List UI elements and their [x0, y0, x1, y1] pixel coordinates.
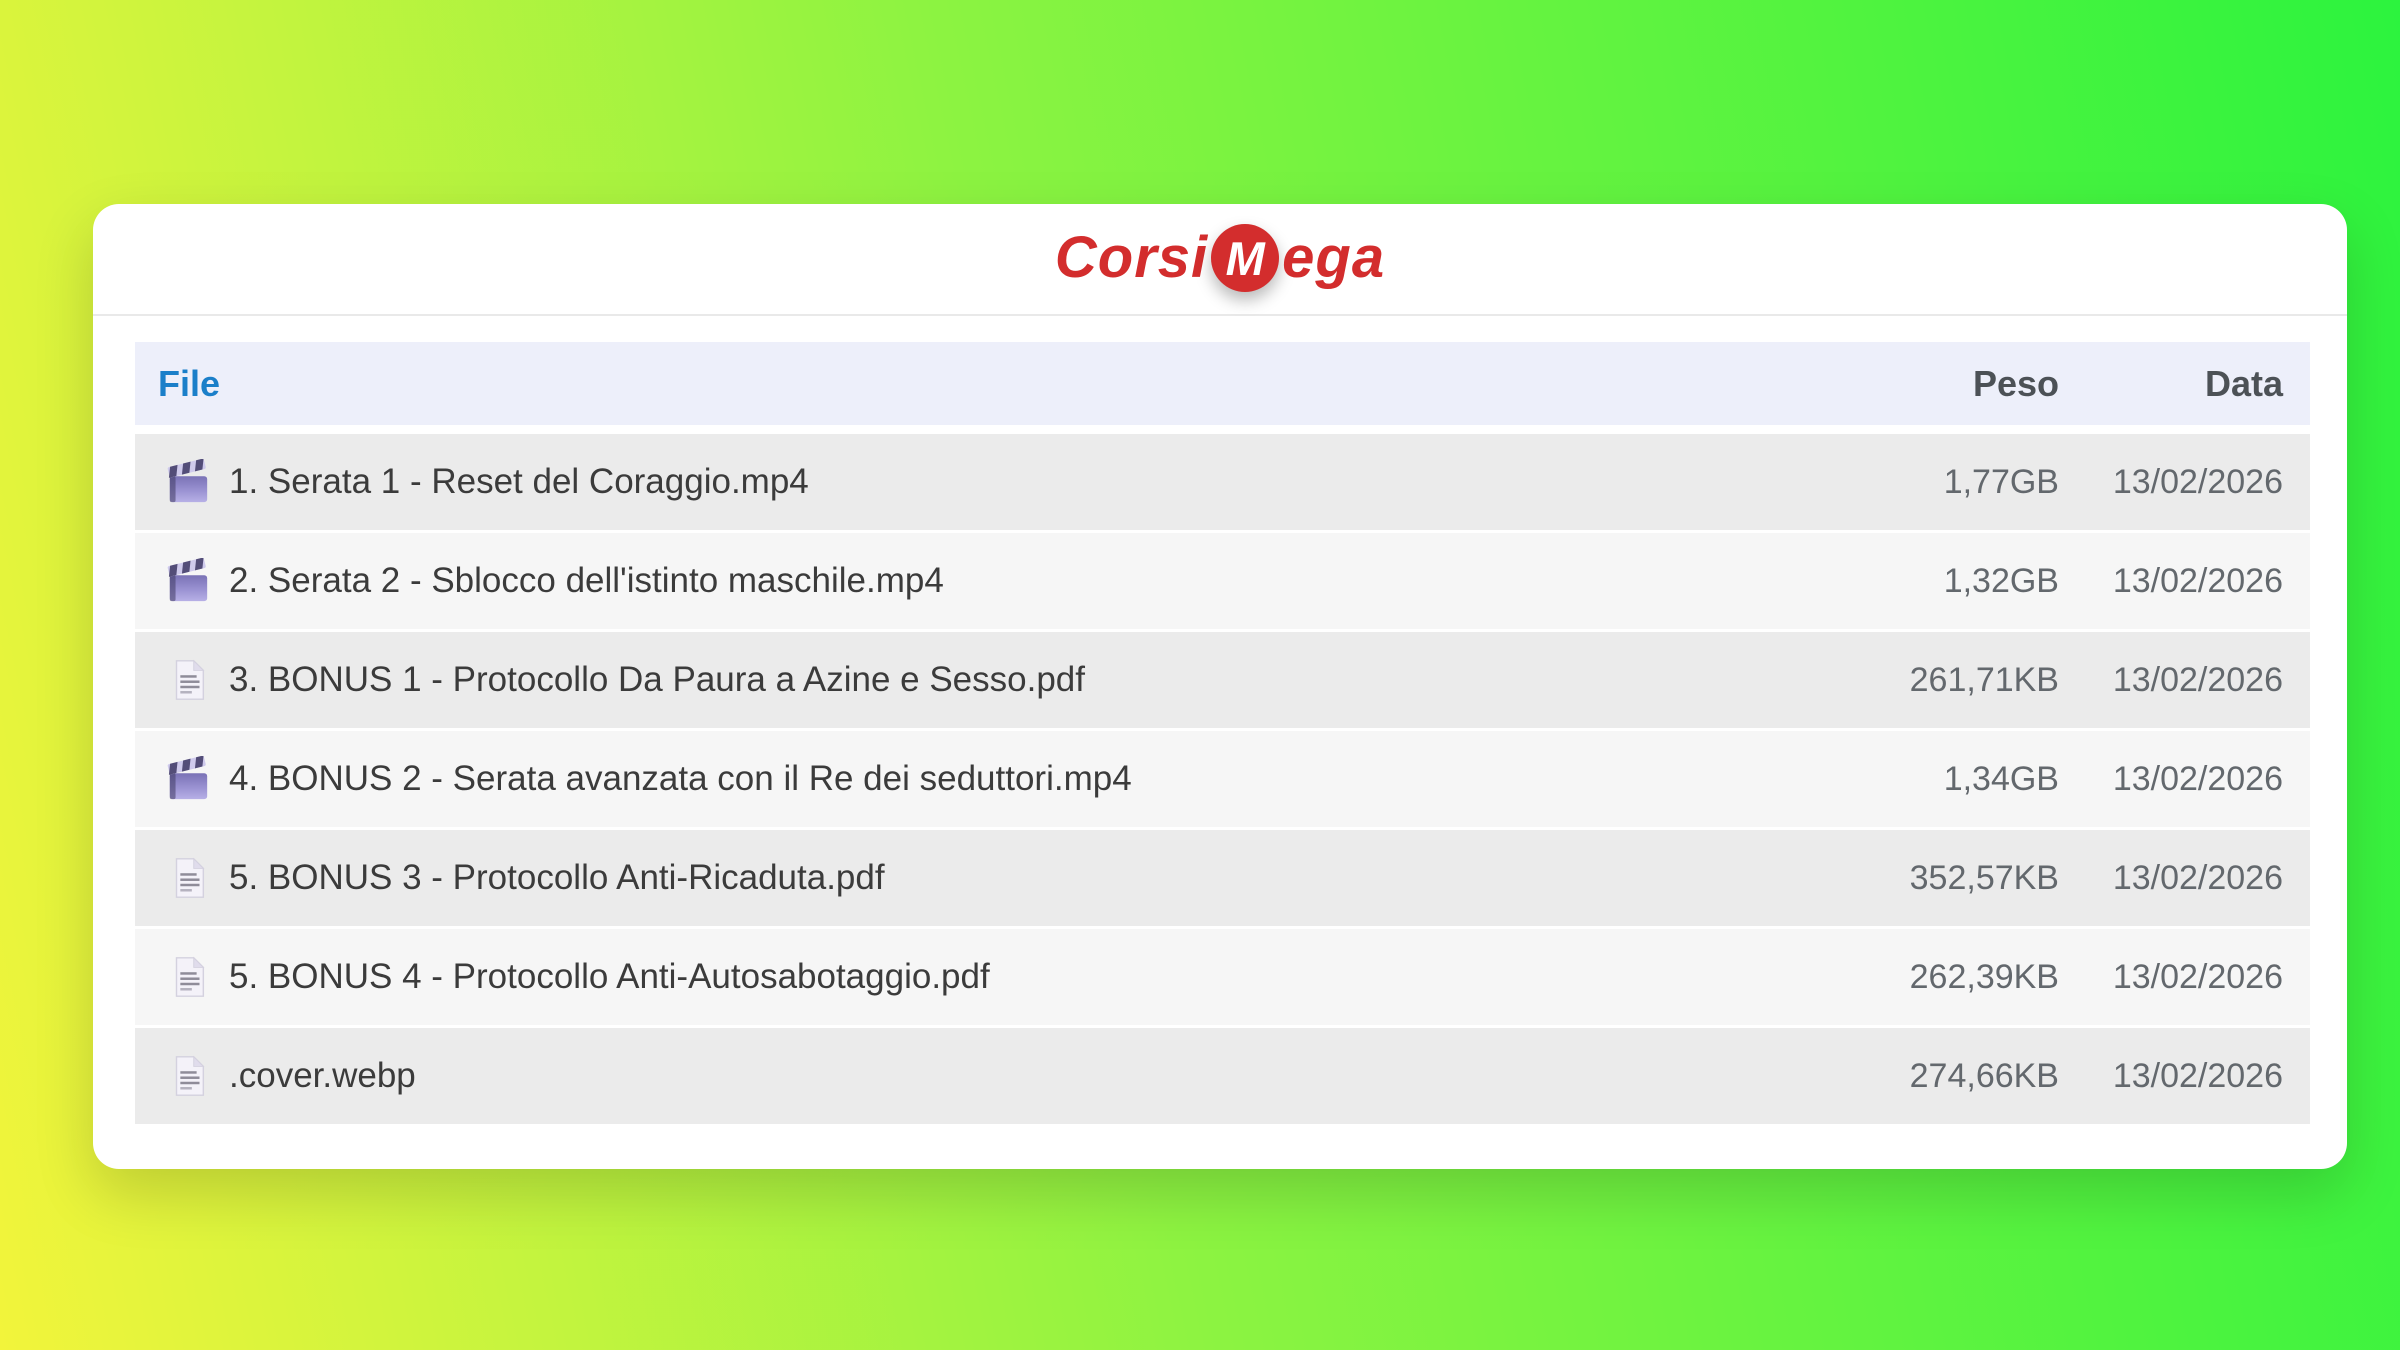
file-name: 1. Serata 1 - Reset del Coraggio.mp4	[229, 462, 809, 501]
file-name: 5. BONUS 3 - Protocollo Anti-Ricaduta.pd…	[229, 858, 885, 897]
document-icon	[175, 1055, 205, 1096]
file-size: 1,32GB	[1943, 561, 2059, 600]
file-name-cell: 4. BONUS 2 - Serata avanzata con il Re d…	[165, 756, 1789, 802]
column-header-size[interactable]: Peso	[1972, 362, 2059, 404]
table-header-row: File Peso Data	[135, 342, 2310, 425]
file-name: .cover.webp	[229, 1056, 416, 1095]
file-name-cell: .cover.webp	[165, 1053, 1789, 1099]
logo-text-right: ega	[1282, 225, 1386, 290]
file-table: File Peso Data	[135, 342, 2310, 1124]
site-logo[interactable]: Corsi M ega	[93, 204, 2347, 306]
file-size: 261,71KB	[1909, 660, 2059, 699]
document-icon	[175, 956, 205, 997]
table-row[interactable]: 5. BONUS 3 - Protocollo Anti-Ricaduta.pd…	[135, 830, 2310, 926]
file-name-cell: 5. BONUS 4 - Protocollo Anti-Autosabotag…	[165, 954, 1789, 1000]
file-name: 3. BONUS 1 - Protocollo Da Paura a Azine…	[229, 660, 1085, 699]
table-row[interactable]: 3. BONUS 1 - Protocollo Da Paura a Azine…	[135, 632, 2310, 728]
table-row[interactable]: .cover.webp 274,66KB 13/02/2026	[135, 1028, 2310, 1124]
file-listing-card: Corsi M ega File Peso Data	[93, 204, 2347, 1169]
logo-text-left: Corsi	[1054, 225, 1209, 290]
file-size: 1,77GB	[1943, 462, 2059, 501]
file-size: 352,57KB	[1909, 858, 2059, 897]
document-icon	[175, 857, 205, 898]
file-size: 262,39KB	[1909, 957, 2059, 996]
table-row[interactable]: 4. BONUS 2 - Serata avanzata con il Re d…	[135, 731, 2310, 827]
logo-m-badge: M	[1211, 224, 1280, 292]
file-date: 13/02/2026	[2112, 462, 2283, 501]
file-size: 274,66KB	[1909, 1056, 2059, 1095]
document-icon	[175, 659, 205, 700]
table-body: 1. Serata 1 - Reset del Coraggio.mp4 1,7…	[135, 434, 2310, 1124]
file-name-cell: 1. Serata 1 - Reset del Coraggio.mp4	[165, 459, 1789, 505]
file-date: 13/02/2026	[2112, 660, 2283, 699]
file-date: 13/02/2026	[2112, 858, 2283, 897]
clapperboard-icon	[167, 558, 208, 602]
column-header-date[interactable]: Data	[2204, 362, 2283, 404]
file-date: 13/02/2026	[2112, 957, 2283, 996]
file-name: 4. BONUS 2 - Serata avanzata con il Re d…	[229, 759, 1132, 798]
file-date: 13/02/2026	[2112, 561, 2283, 600]
file-name-cell: 5. BONUS 3 - Protocollo Anti-Ricaduta.pd…	[165, 855, 1789, 901]
file-size: 1,34GB	[1943, 759, 2059, 798]
table-row[interactable]: 2. Serata 2 - Sblocco dell'istinto masch…	[135, 533, 2310, 629]
file-date: 13/02/2026	[2112, 759, 2283, 798]
file-name-cell: 2. Serata 2 - Sblocco dell'istinto masch…	[165, 558, 1789, 604]
file-name: 2. Serata 2 - Sblocco dell'istinto masch…	[229, 561, 944, 600]
clapperboard-icon	[167, 459, 208, 503]
file-date: 13/02/2026	[2112, 1056, 2283, 1095]
table-row[interactable]: 5. BONUS 4 - Protocollo Anti-Autosabotag…	[135, 929, 2310, 1025]
file-name-cell: 3. BONUS 1 - Protocollo Da Paura a Azine…	[165, 657, 1789, 703]
column-header-file[interactable]: File	[158, 362, 221, 404]
table-row[interactable]: 1. Serata 1 - Reset del Coraggio.mp4 1,7…	[135, 434, 2310, 530]
header-divider	[93, 314, 2347, 316]
file-name: 5. BONUS 4 - Protocollo Anti-Autosabotag…	[229, 957, 990, 996]
clapperboard-icon	[167, 756, 208, 800]
